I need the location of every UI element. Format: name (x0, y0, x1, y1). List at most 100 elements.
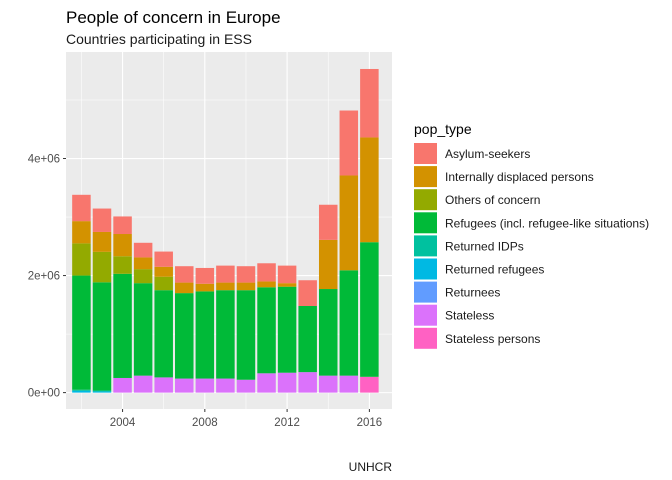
bar-segment (298, 372, 317, 393)
bars (72, 68, 379, 393)
bar-segment (133, 283, 153, 376)
legend-swatch (414, 281, 437, 303)
bar-segment (195, 378, 215, 393)
bar-segment (154, 290, 173, 378)
bar-segment (154, 251, 173, 267)
bar-segment (72, 243, 91, 276)
bar-segment (175, 282, 194, 294)
bar-segment (236, 266, 256, 283)
bar-segment (92, 391, 112, 393)
bar-segment (339, 110, 359, 176)
bar-segment (216, 378, 235, 393)
legend-label: Returned IDPs (445, 239, 524, 253)
bar-segment (175, 378, 194, 393)
legend-label: Returned refugees (445, 263, 544, 277)
y-tick-label: 4e+06 (28, 154, 60, 166)
bar-segment (318, 239, 338, 290)
bar-segment (133, 257, 153, 270)
legend: Asylum-seekers Internally displaced perso… (414, 143, 649, 349)
legend-label: Returnees (445, 286, 500, 300)
legend-label: Others of concern (445, 193, 540, 207)
bar-segment (277, 372, 297, 393)
x-axis: 2004 2008 2012 2016 (110, 409, 382, 429)
bar-segment (360, 376, 379, 393)
bar-segment (277, 265, 297, 284)
bar-segment (195, 267, 215, 284)
bar-segment (154, 266, 173, 277)
chart-caption: UNHCR (349, 460, 393, 474)
legend-swatch (414, 166, 437, 188)
bar-segment (92, 231, 112, 252)
chart-title: People of concern in Europe (66, 8, 281, 27)
bar-segment (113, 377, 132, 393)
bar-segment (133, 269, 153, 284)
bar-segment (339, 175, 359, 271)
bar-segment (113, 256, 132, 274)
bar-segment (298, 305, 317, 373)
y-axis: 0e+00 2e+06 4e+06 (28, 154, 66, 400)
legend-swatch (414, 327, 437, 349)
bar-segment (236, 282, 256, 291)
legend-label: Stateless persons (445, 332, 540, 346)
bar-segment (113, 216, 132, 235)
legend-swatch (414, 235, 437, 257)
legend-swatch (414, 212, 437, 234)
legend-title: pop_type (414, 121, 472, 137)
bar-segment (360, 68, 379, 138)
bar-segment (216, 290, 235, 379)
y-tick-label: 2e+06 (28, 271, 60, 283)
legend-label: Stateless (445, 309, 494, 323)
bar-segment (133, 242, 153, 258)
bar-segment (360, 242, 379, 377)
y-tick-label: 0e+00 (28, 388, 60, 400)
bar-segment (257, 281, 276, 288)
x-tick-label: 2004 (110, 417, 136, 429)
bar-segment (257, 263, 276, 282)
bar-segment (257, 287, 276, 374)
x-tick-label: 2016 (357, 417, 383, 429)
bar-segment (133, 375, 153, 393)
bar-segment (195, 291, 215, 379)
bar-segment (277, 283, 297, 287)
bar-segment (72, 390, 91, 393)
bar-segment (175, 266, 194, 283)
bar-segment (72, 389, 91, 391)
bar-segment (216, 265, 235, 283)
bar-segment (92, 208, 112, 232)
bar-segment (92, 251, 112, 283)
bar-segment (339, 375, 359, 393)
bar-segment (72, 275, 91, 390)
bar-segment (154, 377, 173, 393)
bar-segment (277, 286, 297, 373)
legend-swatch (414, 143, 437, 164)
bar-segment (318, 204, 338, 240)
bar-segment (72, 194, 91, 222)
bar-segment (195, 283, 215, 292)
bar-segment (236, 379, 256, 393)
legend-label: Internally displaced persons (445, 170, 594, 184)
x-tick-label: 2012 (274, 417, 300, 429)
bar-segment (298, 280, 317, 306)
bar-segment (92, 282, 112, 391)
legend-label: Refugees (incl. refugee-like situations) (445, 216, 649, 230)
legend-label: Asylum-seekers (445, 147, 530, 161)
bar-segment (236, 290, 256, 380)
bar-segment (257, 373, 276, 393)
bar-segment (175, 293, 194, 379)
bar-segment (360, 137, 379, 243)
bar-segment (216, 282, 235, 291)
legend-swatch (414, 258, 437, 280)
grid-minor (66, 52, 392, 409)
x-tick-label: 2008 (192, 417, 218, 429)
bar-segment (113, 273, 132, 378)
legend-swatch (414, 189, 437, 211)
bar-segment (339, 270, 359, 376)
bar-segment (72, 221, 91, 244)
chart-subtitle: Countries participating in ESS (66, 31, 252, 47)
bar-segment (154, 276, 173, 291)
legend-swatch (414, 304, 437, 326)
bar-segment (318, 375, 338, 393)
bar-segment (92, 390, 112, 392)
bar-segment (113, 234, 132, 257)
bar-segment (318, 289, 338, 376)
